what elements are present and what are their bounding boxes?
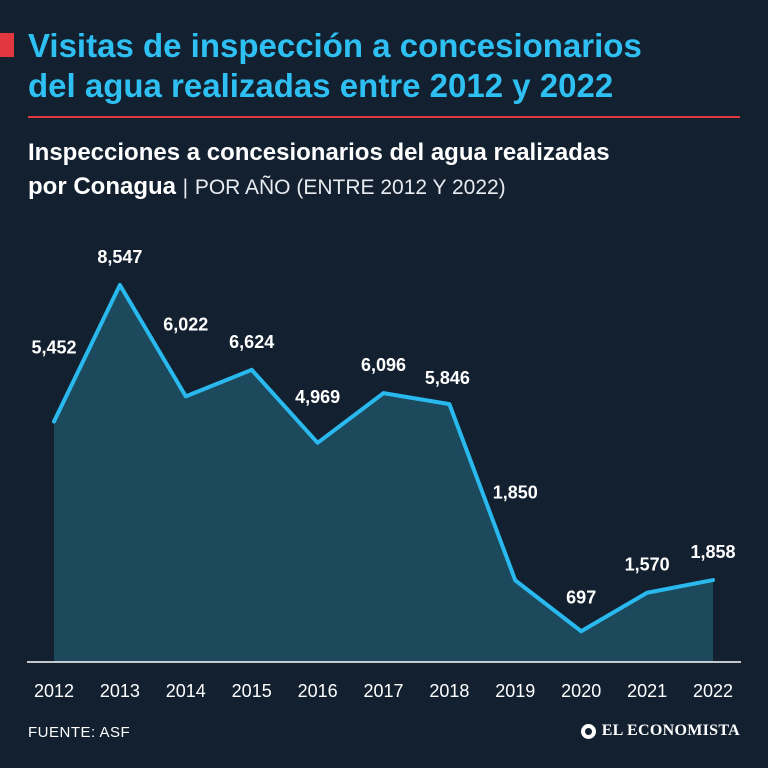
brand-logo: EL ECONOMISTA	[580, 722, 740, 740]
data-label: 5,846	[425, 368, 470, 388]
brand-icon	[580, 723, 596, 739]
x-tick-label: 2017	[363, 681, 403, 701]
title-divider	[28, 116, 740, 118]
series-line	[52, 282, 715, 634]
data-label: 697	[566, 587, 596, 607]
title-line-2: del agua realizadas entre 2012 y 2022	[28, 67, 614, 104]
chart-subtitle: Inspecciones a concesionarios del agua r…	[28, 136, 748, 205]
data-label: 1,850	[493, 482, 538, 502]
x-tick-label: 2020	[561, 681, 601, 701]
subtitle-unit: POR AÑO (ENTRE 2012 Y 2022)	[194, 176, 506, 199]
data-label: 1,858	[690, 542, 735, 562]
data-label: 5,452	[31, 338, 76, 358]
area-fill	[54, 284, 713, 662]
x-tick-label: 2013	[100, 681, 140, 701]
x-tick-label: 2018	[429, 681, 469, 701]
page-title: Visitas de inspección a concesionarios d…	[28, 26, 748, 106]
x-tick-label: 2015	[232, 681, 272, 701]
x-tick-label: 2019	[495, 681, 535, 701]
subtitle-bold-line-2: por Conagua	[28, 173, 176, 200]
subtitle-bold-line-1: Inspecciones a concesionarios del agua r…	[28, 139, 610, 166]
x-tick-label: 2021	[627, 681, 667, 701]
subtitle-separator: |	[182, 176, 189, 199]
source-note: FUENTE: ASF	[28, 724, 131, 741]
x-tick-label: 2022	[693, 681, 733, 701]
data-label: 8,547	[97, 247, 142, 267]
brand-name: EL ECONOMISTA	[601, 722, 740, 739]
x-tick-label: 2014	[166, 681, 206, 701]
x-tick-label: 2016	[298, 681, 338, 701]
data-label: 6,624	[229, 332, 274, 352]
title-line-1: Visitas de inspección a concesionarios	[28, 27, 642, 64]
data-label: 6,096	[361, 355, 406, 375]
accent-bar	[0, 33, 14, 57]
x-tick-label: 2012	[34, 681, 74, 701]
data-label: 4,969	[295, 387, 340, 407]
data-label: 6,022	[163, 314, 208, 334]
data-label: 1,570	[625, 555, 670, 575]
